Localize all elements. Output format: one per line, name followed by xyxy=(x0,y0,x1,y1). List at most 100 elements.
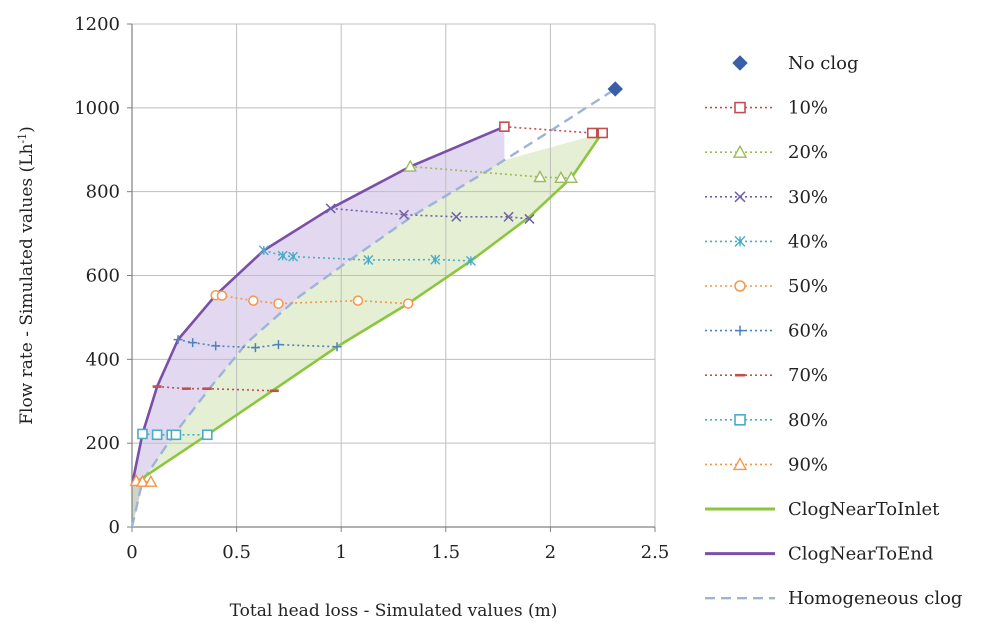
data-point-marker xyxy=(734,191,746,203)
legend-entry: 70% xyxy=(705,365,828,386)
legend-label: 30% xyxy=(788,187,828,208)
data-point-marker xyxy=(144,474,158,487)
y-tick-label: 1000 xyxy=(74,98,120,119)
data-point-marker xyxy=(363,254,374,265)
y-axis-title: Flow rate - Simulated values (Lh-1) xyxy=(16,126,37,425)
data-point-marker xyxy=(554,170,568,184)
shaded-regions xyxy=(132,126,603,527)
legend-label: No clog xyxy=(788,53,859,74)
y-tick-label: 400 xyxy=(86,349,120,370)
data-point-marker xyxy=(607,81,623,97)
legend-entry: 50% xyxy=(705,276,828,297)
data-point-marker xyxy=(732,144,748,158)
legend-entry: ClogNearToEnd xyxy=(705,544,933,565)
series-80- xyxy=(137,428,213,441)
data-point-marker xyxy=(734,101,746,114)
clog-near-end-region xyxy=(132,126,505,527)
data-point-marker xyxy=(135,474,150,487)
data-point-marker xyxy=(273,298,284,309)
data-point-marker xyxy=(352,295,364,306)
x-axis-title: Total head loss - Simulated values (m) xyxy=(230,601,558,621)
series-line xyxy=(263,249,471,262)
axes xyxy=(127,23,656,532)
legend-entry: ClogNearToInlet xyxy=(705,499,940,520)
data-point-marker xyxy=(332,342,342,352)
data-point-marker xyxy=(402,298,414,309)
data-point-marker xyxy=(734,280,746,292)
y-tick-label: 200 xyxy=(86,433,120,454)
data-point-marker xyxy=(273,340,283,350)
data-point-marker xyxy=(533,170,547,183)
data-point-marker xyxy=(202,429,213,441)
data-point-marker xyxy=(211,341,221,351)
gridlines xyxy=(132,23,656,527)
legend-entry: No clog xyxy=(732,53,859,74)
legend-label: 70% xyxy=(788,365,828,386)
legend-label: 10% xyxy=(788,98,828,119)
series-70- xyxy=(152,385,279,393)
data-point-marker xyxy=(451,211,462,222)
data-point-marker xyxy=(403,159,417,172)
y-tick-label: 800 xyxy=(86,182,120,203)
x-tick-label: 2 xyxy=(545,542,556,563)
data-point-marker xyxy=(248,295,259,306)
data-point-marker xyxy=(732,55,748,71)
data-point-marker xyxy=(734,413,746,426)
series-90- xyxy=(129,473,158,487)
data-point-marker xyxy=(524,213,535,224)
data-point-marker xyxy=(465,255,476,266)
x-tick-label: 0 xyxy=(126,542,137,563)
data-point-marker xyxy=(503,211,514,222)
legend-entry: 20% xyxy=(705,142,828,163)
series-60- xyxy=(173,335,342,353)
legend-entry: 80% xyxy=(705,410,828,431)
legend-label: 40% xyxy=(788,231,828,252)
legend-entry: 10% xyxy=(705,98,828,119)
series-no-clog xyxy=(607,81,623,97)
legend-label: 50% xyxy=(788,276,828,297)
series-20- xyxy=(403,159,579,184)
data-point-marker xyxy=(170,429,182,441)
y-axis-title-end: ) xyxy=(17,126,37,133)
legend: No clog 10% 20% 30% 40% 50% 60% 70% 80% 90% ClogNe… xyxy=(705,53,962,609)
x-tick-label: 1 xyxy=(335,542,346,563)
data-point-marker xyxy=(735,325,745,336)
y-tick-label: 1200 xyxy=(74,14,120,35)
data-point-marker xyxy=(732,456,748,471)
data-point-marker xyxy=(499,121,510,132)
series-homogeneous-clog xyxy=(130,87,616,528)
legend-label: 80% xyxy=(788,410,828,431)
series-line xyxy=(130,87,616,528)
series-30- xyxy=(325,203,535,224)
data-point-marker xyxy=(586,127,598,139)
series-40- xyxy=(258,245,476,266)
data-point-marker xyxy=(250,343,260,353)
series-line xyxy=(410,165,572,179)
series-layer xyxy=(129,81,623,528)
legend-label: 90% xyxy=(788,454,828,475)
data-point-marker xyxy=(288,251,299,262)
clog-near-inlet-region xyxy=(132,132,603,527)
tick-labels: 0 200 400 600 800 1000 1200 0 0.5 1 1.5 2 2.5 xyxy=(74,14,669,563)
data-point-marker xyxy=(151,429,163,441)
data-point-marker xyxy=(277,250,288,261)
legend-label: ClogNearToEnd xyxy=(788,544,933,565)
series-50- xyxy=(210,289,414,309)
data-point-marker xyxy=(430,254,441,265)
legend-entry: 90% xyxy=(705,454,828,475)
data-point-marker xyxy=(173,335,183,345)
legend-label: ClogNearToInlet xyxy=(788,499,940,520)
legend-entry: 30% xyxy=(705,187,828,208)
data-point-marker xyxy=(216,290,228,301)
y-tick-label: 600 xyxy=(86,266,120,287)
data-point-marker xyxy=(398,209,409,220)
data-point-marker xyxy=(258,245,269,256)
data-point-marker xyxy=(137,428,148,440)
legend-entry: 40% xyxy=(705,231,828,252)
data-point-marker xyxy=(597,127,609,139)
data-point-marker xyxy=(188,338,198,348)
legend-entry: 60% xyxy=(705,321,828,342)
x-tick-label: 0.5 xyxy=(222,542,251,563)
legend-entry: Homogeneous clog xyxy=(705,588,962,609)
